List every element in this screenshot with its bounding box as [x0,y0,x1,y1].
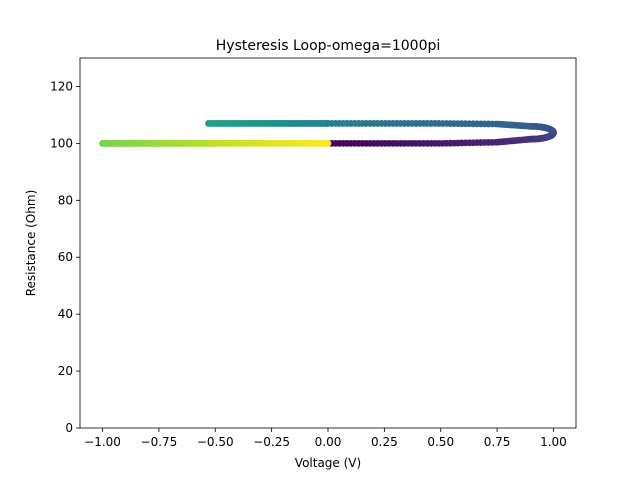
y-axis-label: Resistance (Ohm) [24,190,38,297]
series-segment-6 [211,139,332,147]
data-point [205,120,212,127]
y-tick-label: 100 [50,136,73,150]
plot-area [99,120,557,147]
y-tick-label: 0 [65,421,73,435]
series-segment-5 [99,139,219,147]
series-segment-3 [205,120,332,127]
series-segment-2 [324,120,535,130]
x-tick-label: −1.00 [84,435,121,449]
y-axis: 0 20 40 60 80 100 120 [50,79,80,435]
x-tick-label: −0.75 [141,435,178,449]
x-axis: −1.00 −0.75 −0.50 −0.25 0.00 0.25 0.50 0.75 1.00 [84,428,567,449]
data-point [324,139,332,147]
x-tick-label: 0.00 [315,435,342,449]
y-tick-label: 20 [58,364,73,378]
y-tick-label: 120 [50,79,73,93]
x-tick-label: −0.50 [197,435,234,449]
y-tick-label: 80 [58,193,73,207]
series-segment-0 [324,135,535,147]
x-tick-label: 0.25 [371,435,398,449]
x-tick-label: −0.25 [253,435,290,449]
x-tick-label: 0.50 [427,435,454,449]
x-tick-label: 1.00 [540,435,567,449]
y-tick-label: 40 [58,307,73,321]
plot-frame [79,57,577,429]
y-tick-label: 60 [58,250,73,264]
chart-title: Hysteresis Loop-omega=1000pi [216,38,441,54]
x-axis-label: Voltage (V) [295,456,361,470]
x-tick-label: 0.75 [484,435,511,449]
